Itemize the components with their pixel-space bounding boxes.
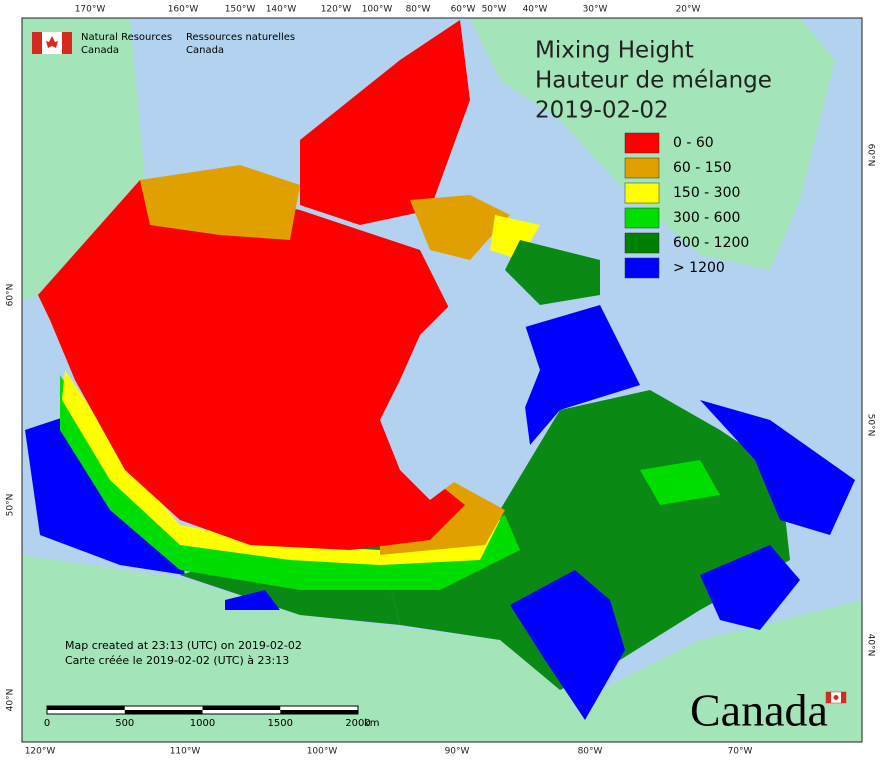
longitude-label: 120°W — [321, 5, 352, 15]
latitude-label: 50°N — [866, 414, 876, 437]
longitude-label: 100°W — [307, 747, 338, 757]
alaska — [22, 18, 145, 300]
org-fr: Ressources naturelles — [186, 32, 295, 43]
scale-unit: km — [364, 718, 380, 729]
org-fr: Canada — [186, 45, 224, 56]
ungava — [505, 240, 600, 305]
scale-segment — [47, 706, 125, 710]
created-fr: Carte créée le 2019-02-02 (UTC) à 23:13 — [65, 654, 289, 667]
latitude-label: 40°N — [866, 634, 876, 657]
legend-label: 0 - 60 — [673, 135, 714, 151]
flag-bar — [32, 32, 42, 54]
header: Natural Resources Canada Ressources natu… — [32, 32, 295, 56]
flag-bar — [826, 692, 831, 703]
longitude-label: 110°W — [170, 747, 201, 757]
yellow-band — [62, 370, 500, 565]
latitude-label: 60°N — [6, 284, 16, 307]
scale-label: 2000 — [345, 718, 370, 729]
longitude-label: 120°W — [25, 747, 56, 757]
latitude-label: 40°N — [6, 689, 16, 712]
map-area — [21, 17, 863, 743]
org-en: Natural Resources — [81, 32, 172, 43]
longitude-label: 60°W — [451, 5, 476, 15]
graticule-labels: 170°W 160°W 150°W 140°W 120°W 100°W 80°W 60°W 50… — [6, 5, 876, 757]
scale-label: 0 — [44, 718, 50, 729]
orange-north — [140, 165, 300, 240]
legend-swatch — [624, 132, 660, 154]
legend-label: 600 - 1200 — [673, 235, 749, 251]
legend-swatch — [624, 257, 660, 279]
quebec-green — [640, 460, 720, 505]
arctic-islands — [300, 20, 470, 225]
scale-label: 500 — [115, 718, 134, 729]
longitude-label: 150°W — [225, 5, 256, 15]
longitude-label: 40°W — [523, 5, 548, 15]
red-main — [38, 180, 465, 550]
legend: 0 - 60 60 - 150 150 - 300 300 - 600 600 - 12… — [624, 132, 749, 279]
longitude-label: 70°W — [728, 747, 753, 757]
longitude-label: 140°W — [266, 5, 297, 15]
maritimes — [700, 545, 800, 630]
latitude-label: 60°N — [866, 144, 876, 167]
flag-bar — [841, 692, 846, 703]
longitude-label: 170°W — [75, 5, 106, 15]
legend-swatch — [624, 182, 660, 204]
legend-swatch — [624, 207, 660, 229]
org-en: Canada — [81, 45, 119, 56]
longitude-label: 50°W — [482, 5, 507, 15]
title: Mixing Height — [535, 38, 694, 64]
legend-swatch — [624, 157, 660, 179]
created-en: Map created at 23:13 (UTC) on 2019-02-02 — [65, 639, 302, 652]
latitude-label: 50°N — [6, 494, 16, 517]
scale-bar: km 0 500 1000 1500 2000 — [44, 705, 380, 729]
legend-swatch — [624, 232, 660, 254]
legend-label: 150 - 300 — [673, 185, 740, 201]
title: Hauteur de mélange — [535, 68, 772, 94]
longitude-label: 80°W — [578, 747, 603, 757]
longitude-label: 30°W — [583, 5, 608, 15]
prairie-blue — [225, 590, 280, 610]
longitude-label: 160°W — [168, 5, 199, 15]
labrador — [700, 400, 855, 535]
longitude-label: 80°W — [406, 5, 431, 15]
scale-segment — [124, 710, 203, 714]
map-frame — [21, 17, 863, 743]
legend-label: > 1200 — [673, 260, 725, 276]
title: 2019-02-02 — [535, 98, 669, 124]
scale-label: 1500 — [268, 718, 293, 729]
flag-leaf — [833, 695, 839, 700]
hudson-bay — [380, 285, 540, 500]
scale-segment — [202, 706, 281, 710]
south-ontario — [510, 570, 625, 720]
baffin-tip — [490, 215, 540, 260]
wordmark: Canada — [690, 685, 828, 736]
quebec-coast — [515, 305, 640, 445]
baffin-south — [410, 195, 510, 260]
longitude-label: 20°W — [676, 5, 701, 15]
legend-label: 300 - 600 — [673, 210, 740, 226]
flag-leaf — [46, 36, 58, 48]
wordmark-flag — [825, 691, 847, 704]
scale-segment — [280, 710, 358, 714]
flag-bar — [62, 32, 72, 54]
legend-label: 60 - 150 — [673, 160, 732, 176]
scale-label: 1000 — [190, 718, 215, 729]
longitude-label: 100°W — [362, 5, 393, 15]
longitude-label: 90°W — [445, 747, 470, 757]
